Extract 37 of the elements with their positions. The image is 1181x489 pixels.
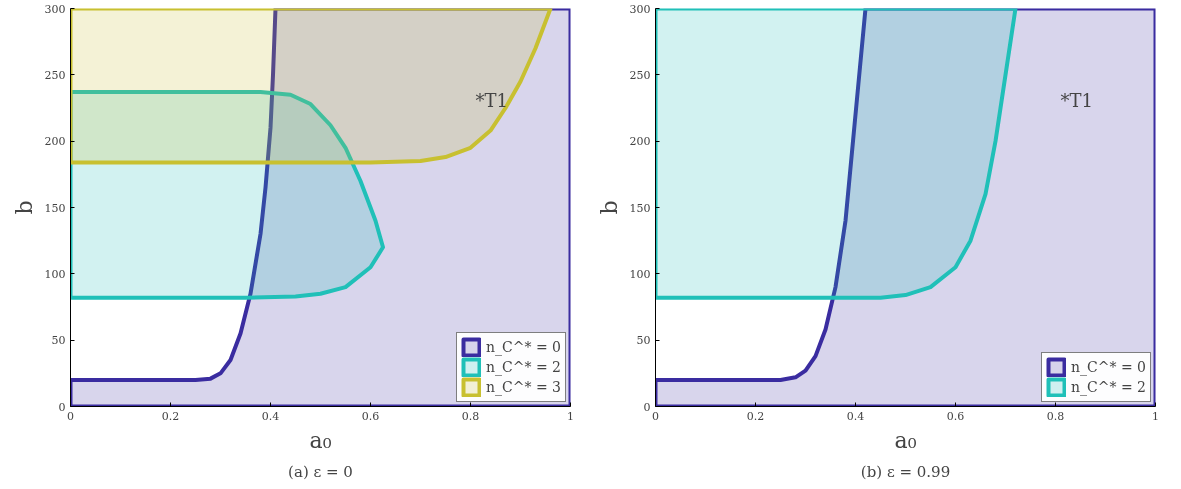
x-tick-label: 0.6 <box>361 409 380 423</box>
y-tick-label: 100 <box>629 267 651 281</box>
y-tick-label: 200 <box>629 135 651 149</box>
y-tick-label: 300 <box>44 2 66 16</box>
legend-label: n_C^* = 2 <box>1071 379 1146 395</box>
y-tick-label: 0 <box>643 400 651 414</box>
text: (a) ε = 0 <box>288 462 353 481</box>
y-tick-label: 50 <box>51 334 66 348</box>
y-tick-label: 250 <box>44 68 66 82</box>
x-axis-title: a₀ <box>894 427 917 453</box>
x-tick-label: 0.4 <box>846 409 865 423</box>
y-tick-label: 150 <box>44 201 66 215</box>
legend-label: n_C^* = 0 <box>1071 359 1146 375</box>
annotation: *T1 <box>475 89 508 111</box>
text: (b) ε = 0.99 <box>860 462 951 481</box>
x-tick-label: 0.6 <box>946 409 965 423</box>
y-tick-label: 100 <box>44 267 66 281</box>
x-tick-label: 1 <box>567 409 574 423</box>
x-tick-label: 1 <box>1152 409 1159 423</box>
y-axis-title: b <box>596 200 622 215</box>
x-tick-label: 0.8 <box>1046 409 1065 423</box>
legend-label: n_C^* = 0 <box>486 339 561 355</box>
y-tick-label: 150 <box>629 201 651 215</box>
legend-label: n_C^* = 2 <box>486 359 561 375</box>
x-tick-label: 0.2 <box>746 409 765 423</box>
x-axis-title: a₀ <box>309 427 332 453</box>
x-tick-label: 0.2 <box>161 409 180 423</box>
y-tick-label: 200 <box>44 135 66 149</box>
y-axis-title: b <box>11 200 37 215</box>
y-tick-label: 250 <box>629 68 651 82</box>
x-tick-label: 0.4 <box>261 409 280 423</box>
legend-label: n_C^* = 3 <box>486 379 561 395</box>
annotation: *T1 <box>1060 89 1093 111</box>
y-tick-label: 50 <box>636 334 651 348</box>
x-tick-label: 0.8 <box>461 409 480 423</box>
y-tick-label: 0 <box>58 400 66 414</box>
y-tick-label: 300 <box>629 2 651 16</box>
